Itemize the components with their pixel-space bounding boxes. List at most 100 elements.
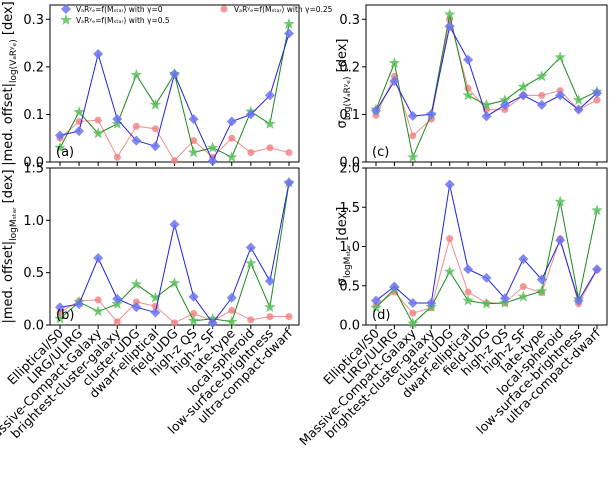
point-blue (112, 114, 123, 125)
panel-c: 0.0 0.1 0.2 0.3 (c) σlog(VₐRʸₑ) [dex] (335, 4, 608, 171)
panel-b: 0.0 0.5 1.0 1.5 (b) |med. offset|logMₛₜₐᵣ [de… (1, 162, 300, 334)
y-tick-label: 0.3 (339, 13, 360, 28)
point-blue (112, 293, 123, 304)
point-red (228, 134, 236, 142)
point-blue (207, 156, 218, 167)
point-red (171, 319, 178, 327)
legend-marker-blue (61, 4, 71, 14)
point-green (517, 80, 530, 92)
point-blue (74, 299, 85, 310)
point-red (285, 313, 293, 321)
point-green (283, 18, 295, 29)
point-blue (169, 68, 180, 79)
y-tick-label: 1.0 (339, 240, 360, 255)
point-red (464, 288, 472, 296)
point-blue (407, 298, 418, 309)
point-green (554, 195, 566, 207)
legend: VₐRʸₑ=f(Mₛₜₐᵣ) with γ=0 VₐRʸₑ=f(Mₛₜₐᵣ) wi… (60, 4, 333, 25)
point-blue (573, 104, 584, 115)
point-green (591, 204, 603, 216)
point-red (285, 148, 293, 156)
point-blue (169, 219, 180, 230)
point-green (443, 8, 456, 20)
point-green (264, 301, 276, 313)
point-blue (592, 88, 602, 99)
point-red (171, 157, 178, 165)
point-blue (389, 76, 400, 87)
point-green (536, 285, 548, 297)
y-tick-label: 0.5 (23, 266, 44, 281)
point-blue (499, 99, 510, 110)
point-blue (371, 295, 381, 306)
point-blue (371, 105, 381, 116)
y-tick-label: 2.0 (339, 162, 360, 177)
point-green (73, 106, 85, 117)
point-green (443, 265, 456, 277)
point-blue (444, 179, 455, 190)
y-tick-label: 0.5 (339, 279, 360, 294)
point-green (130, 68, 143, 80)
legend-marker-green (60, 14, 72, 25)
point-red (56, 308, 64, 316)
panel-label: (a) (56, 145, 74, 160)
point-red (247, 316, 255, 324)
point-blue (264, 90, 275, 101)
y-axis-label: |med. offset|logMₛₜₐᵣ [dex] (1, 169, 19, 323)
point-blue (131, 302, 142, 313)
point-green (187, 146, 200, 158)
point-red (190, 137, 198, 145)
point-green (407, 151, 419, 163)
point-blue (207, 317, 218, 328)
panel-d: 0.0 0.5 1.0 1.5 2.0 (d) σlogMₛₜₐᵣ [dex] (335, 162, 608, 334)
point-green (554, 51, 566, 63)
point-blue (481, 111, 492, 122)
y-tick-label: 0.0 (23, 156, 44, 171)
point-red (151, 125, 159, 133)
point-red (593, 96, 601, 104)
point-red (247, 148, 255, 156)
point-blue (573, 295, 584, 306)
point-red (132, 298, 140, 306)
point-green (226, 151, 238, 163)
point-red (94, 296, 102, 304)
point-green (187, 314, 200, 326)
point-green (388, 57, 401, 68)
point-blue (226, 292, 237, 303)
point-red (132, 122, 140, 130)
y-tick-label: 0.3 (23, 13, 44, 28)
legend-label: VₐRʸₑ=f(Mₛₜₐᵣ) with γ=0.25 (234, 5, 333, 14)
point-blue (499, 293, 510, 304)
point-green (480, 98, 493, 110)
point-green (206, 141, 219, 153)
point-blue (131, 135, 142, 146)
point-green (462, 294, 474, 306)
point-blue (245, 242, 256, 253)
panel-label: (c) (372, 145, 389, 160)
point-red (266, 313, 274, 321)
legend-label: VₐRʸₑ=f(Mₛₜₐᵣ) with γ=0 (76, 5, 163, 14)
point-green (54, 312, 66, 324)
y-axis-label: σlogMₛₜₐᵣ [dex] (335, 207, 353, 287)
point-red (94, 116, 102, 124)
point-green (480, 297, 493, 309)
point-red (519, 283, 527, 291)
point-blue (536, 274, 547, 285)
point-red (113, 153, 121, 161)
point-blue (407, 110, 418, 121)
point-blue (93, 49, 104, 60)
legend-marker-red (220, 5, 228, 13)
point-green (536, 70, 548, 82)
point-blue (444, 21, 455, 32)
point-green (168, 277, 181, 288)
point-blue (55, 130, 65, 141)
point-blue (518, 254, 529, 265)
panel-a: 0.0 0.1 0.2 0.3 (a) |med. offset|log(VₐRʸₑ) [… (1, 1, 300, 171)
point-blue (188, 291, 199, 302)
point-green (517, 290, 530, 302)
y-tick-label: 0.2 (23, 60, 44, 75)
point-blue (93, 253, 104, 264)
point-blue (264, 276, 275, 287)
point-blue (481, 272, 492, 283)
point-blue (74, 126, 85, 137)
